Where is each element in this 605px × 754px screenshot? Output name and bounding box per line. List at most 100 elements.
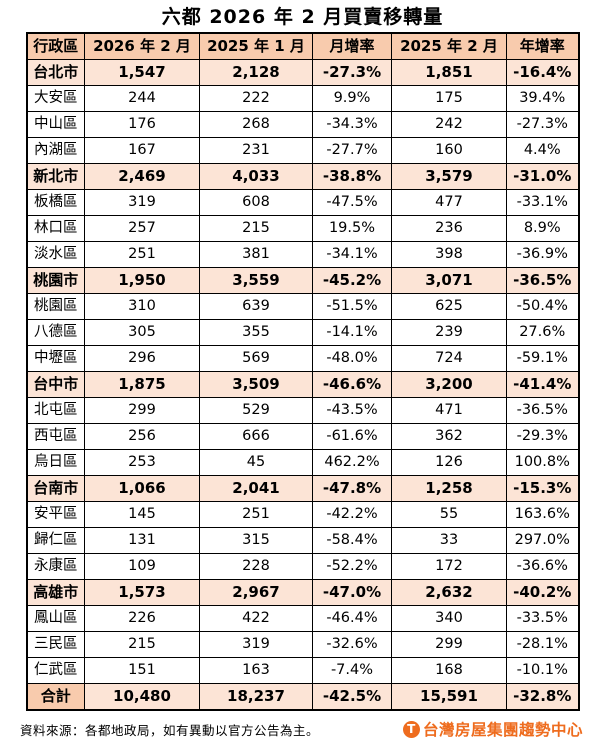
value-cell: -33.1%: [506, 189, 579, 216]
table-row: 台南市 1,066 2,041 -47.8% 1,258 -15.3%: [26, 475, 579, 502]
value-cell: -28.1%: [506, 631, 579, 658]
value-cell: 253: [84, 449, 200, 476]
table-row: 大安區 244 222 9.9% 175 39.4%: [26, 85, 579, 112]
value-cell: 33: [391, 527, 507, 554]
value-cell: 257: [84, 215, 200, 242]
value-cell: 2,128: [199, 59, 313, 86]
district-cell: 桃園市: [26, 267, 85, 294]
value-cell: 2,469: [84, 163, 200, 190]
table-row: 林口區 257 215 19.5% 236 8.9%: [26, 215, 579, 242]
value-cell: 226: [84, 605, 200, 632]
column-header: 行政區: [26, 32, 85, 60]
taiwan-housing-logo-icon: T: [402, 720, 420, 738]
source-note: 資料來源：各都地政局，如有異動以官方公告為主。: [20, 722, 320, 738]
value-cell: 319: [199, 631, 313, 658]
table-body: 台北市 1,547 2,128 -27.3% 1,851 -16.4% 大安區 244 222 9…: [26, 59, 579, 711]
value-cell: 422: [199, 605, 313, 632]
value-cell: 228: [199, 553, 313, 580]
value-cell: 3,071: [391, 267, 507, 294]
value-cell: 340: [391, 605, 507, 632]
table-header: 行政區 2026 年 2 月 2025 年 1 月月增率 2025 年 2 月年增率: [26, 32, 579, 60]
table-row: 中壢區 296 569 -48.0% 724 -59.1%: [26, 345, 579, 372]
table-row: 新北市 2,469 4,033 -38.8% 3,579 -31.0%: [26, 163, 579, 190]
value-cell: 45: [199, 449, 313, 476]
value-cell: -50.4%: [506, 293, 579, 320]
value-cell: 4.4%: [506, 137, 579, 164]
district-cell: 八德區: [26, 319, 85, 346]
value-cell: 9.9%: [312, 85, 392, 112]
value-cell: 175: [391, 85, 507, 112]
table-row: 桃園市 1,950 3,559 -45.2% 3,071 -36.5%: [26, 267, 579, 294]
value-cell: 236: [391, 215, 507, 242]
table-header-row: 行政區 2026 年 2 月 2025 年 1 月月增率 2025 年 2 月年增率: [26, 32, 579, 60]
value-cell: 569: [199, 345, 313, 372]
district-cell: 台南市: [26, 475, 85, 502]
value-cell: -32.6%: [312, 631, 392, 658]
column-header: 2026 年 2 月: [84, 32, 200, 60]
value-cell: -15.3%: [506, 475, 579, 502]
value-cell: -36.9%: [506, 241, 579, 268]
value-cell: 310: [84, 293, 200, 320]
value-cell: 231: [199, 137, 313, 164]
value-cell: 3,559: [199, 267, 313, 294]
value-cell: -45.2%: [312, 267, 392, 294]
value-cell: 268: [199, 111, 313, 138]
value-cell: 39.4%: [506, 85, 579, 112]
table-row: 淡水區 251 381 -34.1% 398 -36.9%: [26, 241, 579, 268]
value-cell: 299: [391, 631, 507, 658]
value-cell: -43.5%: [312, 397, 392, 424]
value-cell: 666: [199, 423, 313, 450]
value-cell: -42.5%: [312, 683, 392, 711]
value-cell: 27.6%: [506, 319, 579, 346]
value-cell: 1,875: [84, 371, 200, 398]
value-cell: 244: [84, 85, 200, 112]
page-title: 六都 2026 年 2 月買賣移轉量: [161, 6, 444, 28]
district-cell: 北屯區: [26, 397, 85, 424]
value-cell: 126: [391, 449, 507, 476]
value-cell: 3,200: [391, 371, 507, 398]
value-cell: -36.5%: [506, 267, 579, 294]
value-cell: 3,579: [391, 163, 507, 190]
value-cell: 297.0%: [506, 527, 579, 554]
value-cell: 529: [199, 397, 313, 424]
value-cell: -32.8%: [506, 683, 579, 711]
value-cell: 2,632: [391, 579, 507, 606]
value-cell: 724: [391, 345, 507, 372]
value-cell: 215: [84, 631, 200, 658]
district-cell: 新北市: [26, 163, 85, 190]
district-cell: 板橋區: [26, 189, 85, 216]
value-cell: 305: [84, 319, 200, 346]
table-row: 中山區 176 268 -34.3% 242 -27.3%: [26, 111, 579, 138]
value-cell: 8.9%: [506, 215, 579, 242]
footer: 資料來源：各都地政局，如有異動以官方公告為主。 T 台灣房屋集團趨勢中心: [20, 718, 583, 740]
value-cell: 163.6%: [506, 501, 579, 528]
table-row: 內湖區 167 231 -27.7% 160 4.4%: [26, 137, 579, 164]
value-cell: 319: [84, 189, 200, 216]
district-cell: 烏日區: [26, 449, 85, 476]
value-cell: 10,480: [84, 683, 200, 711]
value-cell: 222: [199, 85, 313, 112]
value-cell: -48.0%: [312, 345, 392, 372]
value-cell: -36.5%: [506, 397, 579, 424]
value-cell: 145: [84, 501, 200, 528]
value-cell: -47.8%: [312, 475, 392, 502]
district-cell: 安平區: [26, 501, 85, 528]
district-cell: 高雄市: [26, 579, 85, 606]
district-cell: 淡水區: [26, 241, 85, 268]
table-row: 鳳山區 226 422 -46.4% 340 -33.5%: [26, 605, 579, 632]
table-row: 北屯區 299 529 -43.5% 471 -36.5%: [26, 397, 579, 424]
value-cell: -47.5%: [312, 189, 392, 216]
value-cell: 172: [391, 553, 507, 580]
value-cell: -36.6%: [506, 553, 579, 580]
value-cell: 608: [199, 189, 313, 216]
table-row: 安平區 145 251 -42.2% 55 163.6%: [26, 501, 579, 528]
value-cell: 299: [84, 397, 200, 424]
value-cell: 639: [199, 293, 313, 320]
column-header: 2025 年 2 月: [391, 32, 507, 60]
value-cell: 251: [84, 241, 200, 268]
value-cell: -42.2%: [312, 501, 392, 528]
table-row: 西屯區 256 666 -61.6% 362 -29.3%: [26, 423, 579, 450]
value-cell: 355: [199, 319, 313, 346]
column-header: 年增率: [506, 32, 579, 60]
